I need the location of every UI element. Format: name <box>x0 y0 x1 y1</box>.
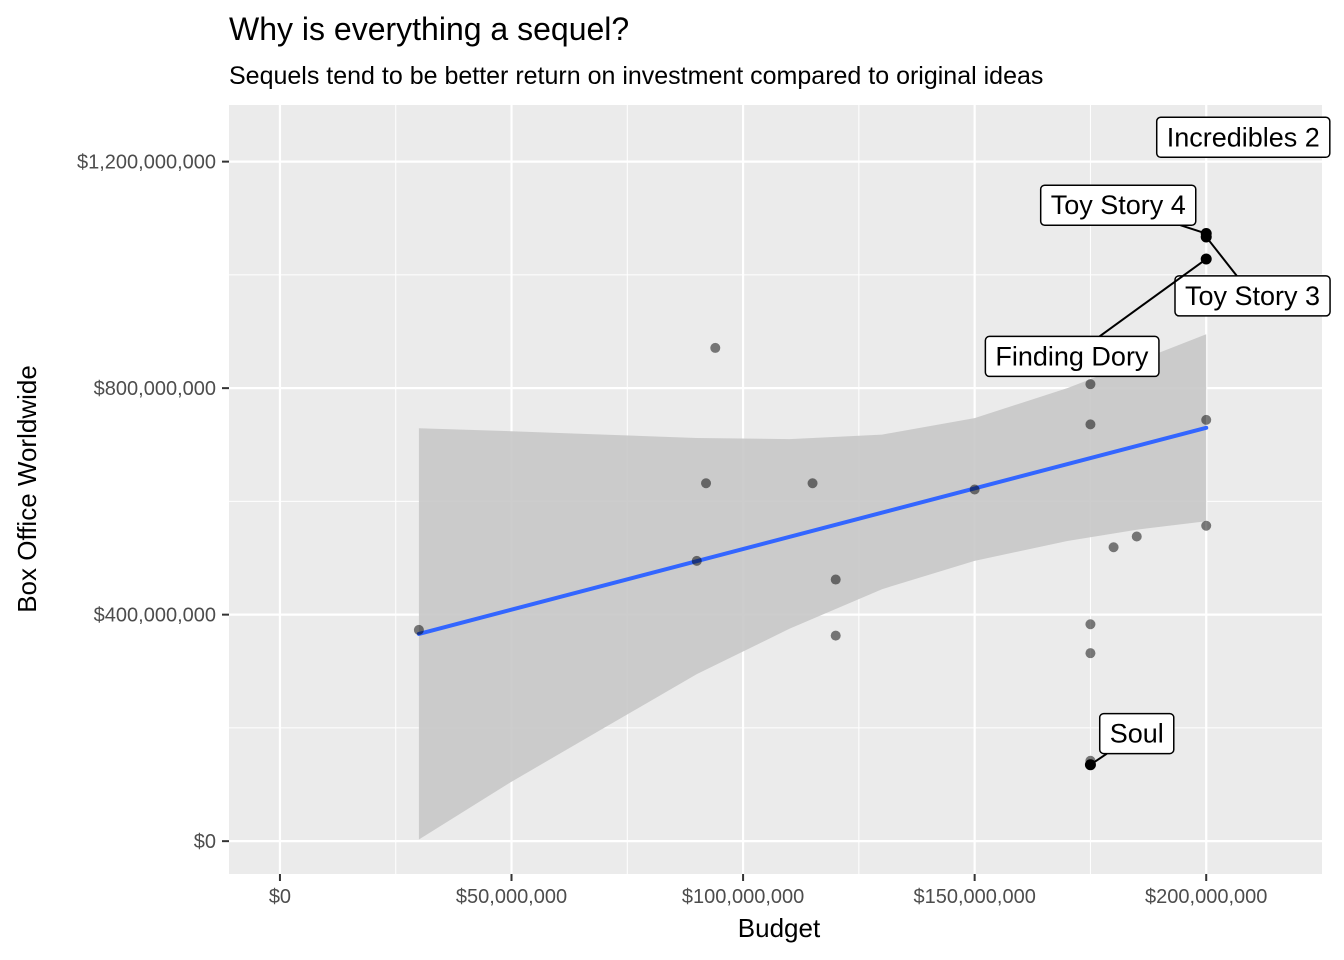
confidence-band <box>418 334 1207 840</box>
data-point <box>1108 542 1119 553</box>
annotation-label: Soul <box>1110 719 1164 749</box>
annotation-label: Finding Dory <box>995 341 1149 371</box>
annotation-label: Toy Story 4 <box>1051 190 1186 220</box>
data-point <box>969 484 980 495</box>
y-axis-title: Box Office Worldwide <box>12 365 42 613</box>
annotation-box <box>1174 275 1331 317</box>
data-point <box>1085 619 1096 630</box>
trend-line-layer <box>416 425 1209 636</box>
trend-line <box>416 425 1209 636</box>
data-point <box>830 630 841 641</box>
annotation-box <box>984 335 1160 378</box>
x-tick-label: $0 <box>269 886 291 908</box>
y-tick-label: $0 <box>194 831 216 853</box>
annotation-label: Toy Story 3 <box>1185 281 1320 311</box>
chart-title: Why is everything a sequel? <box>229 11 629 47</box>
y-tick-label: $1,200,000,000 <box>77 152 216 174</box>
data-point <box>413 624 424 635</box>
point-annotation: Toy Story 4 <box>1039 184 1207 235</box>
x-tick-label: $200,000,000 <box>1145 886 1267 908</box>
data-point <box>1131 531 1142 542</box>
data-point <box>807 478 818 489</box>
annotation-leader <box>1180 224 1207 235</box>
point-annotation: Toy Story 3 <box>1174 236 1331 317</box>
annotation-box <box>1039 184 1197 226</box>
annotation-leader <box>1098 258 1207 338</box>
chart-subtitle: Sequels tend to be better return on inve… <box>229 62 1043 90</box>
x-tick-label: $150,000,000 <box>913 886 1035 908</box>
data-point <box>1085 419 1096 430</box>
y-tick-label: $400,000,000 <box>94 605 216 627</box>
annotation-box <box>1098 712 1175 755</box>
annotations-layer: Incredibles 2 Toy Story 4 Toy Story 3 Findi… <box>984 116 1331 766</box>
data-point <box>701 478 712 489</box>
x-axis: $0 $50,000,000 $100,000,000 $150,000,000 $20… <box>269 874 1267 908</box>
point-annotation: Finding Dory <box>984 258 1207 378</box>
x-axis-title: Budget <box>738 913 821 943</box>
data-point <box>1085 379 1096 390</box>
point-annotation: Incredibles 2 <box>1155 116 1331 159</box>
data-point <box>710 342 721 353</box>
confidence-band-layer <box>418 334 1207 840</box>
data-point <box>830 574 841 585</box>
x-tick-label: $100,000,000 <box>682 886 804 908</box>
data-point <box>1201 414 1212 425</box>
x-tick-label: $50,000,000 <box>456 886 567 908</box>
y-tick-label: $800,000,000 <box>94 378 216 400</box>
points-layer <box>413 342 1212 766</box>
data-point <box>1201 520 1212 531</box>
annotation-label: Incredibles 2 <box>1167 122 1320 152</box>
annotation-box <box>1155 116 1331 159</box>
annotation-leader <box>1205 236 1238 277</box>
data-point <box>691 555 702 566</box>
y-axis: $0 $400,000,000 $800,000,000 $1,200,000,000 <box>77 152 229 853</box>
point-annotation: Soul <box>1089 712 1175 766</box>
annotation-leader <box>1089 752 1108 766</box>
data-point <box>1085 648 1096 659</box>
